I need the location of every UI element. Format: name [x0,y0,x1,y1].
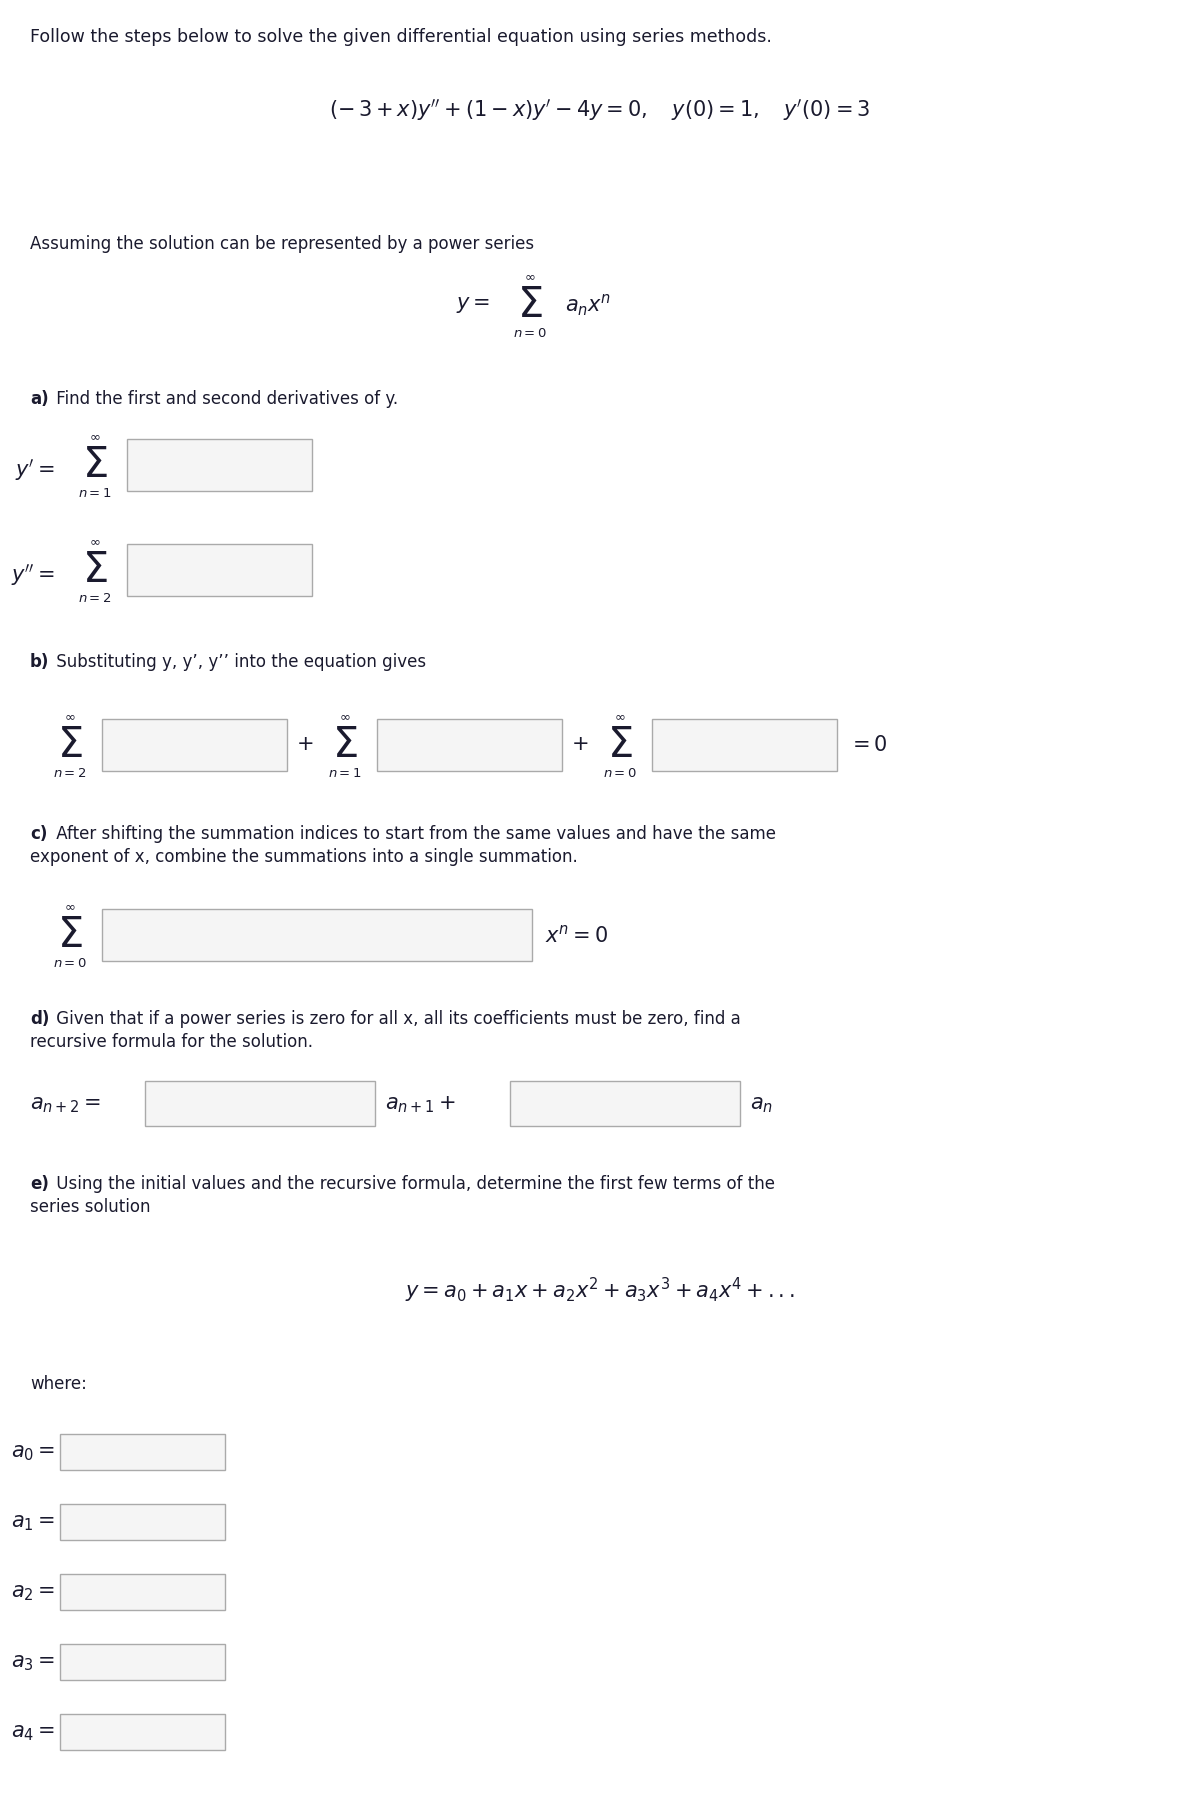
Text: Assuming the solution can be represented by a power series: Assuming the solution can be represented… [30,235,534,253]
Text: $y = $: $y = $ [456,295,490,314]
Text: $\infty$: $\infty$ [524,269,535,284]
FancyBboxPatch shape [60,1435,226,1471]
Text: where:: where: [30,1375,86,1391]
Text: $\infty$: $\infty$ [65,900,76,913]
FancyBboxPatch shape [60,1503,226,1540]
Text: $= 0$: $= 0$ [848,735,888,755]
FancyBboxPatch shape [652,719,838,772]
Text: $\Sigma$: $\Sigma$ [332,723,358,766]
Text: $a_n x^n$: $a_n x^n$ [565,293,611,318]
Text: $(-\,3+x)y^{\prime\prime} + (1-x)y^{\prime} - 4y = 0,$$\quad y(0) = 1, \quad y^{: $(-\,3+x)y^{\prime\prime} + (1-x)y^{\pri… [329,98,871,123]
Text: exponent of x, combine the summations into a single summation.: exponent of x, combine the summations in… [30,847,577,866]
Text: $a_1 = $: $a_1 = $ [11,1512,55,1532]
Text: $\infty$: $\infty$ [614,710,625,723]
Text: Substituting y, y’, y’’ into the equation gives: Substituting y, y’, y’’ into the equatio… [50,652,426,670]
Text: $\infty$: $\infty$ [340,710,350,723]
Text: $\infty$: $\infty$ [65,710,76,723]
FancyBboxPatch shape [60,1574,226,1610]
Text: $+$: $+$ [296,735,313,754]
Text: $y = a_0 + a_1 x + a_2 x^2 + a_3 x^3 + a_4 x^4 + ...$: $y = a_0 + a_1 x + a_2 x^2 + a_3 x^3 + a… [406,1274,794,1305]
Text: $\Sigma$: $\Sigma$ [58,914,83,956]
Text: recursive formula for the solution.: recursive formula for the solution. [30,1032,313,1050]
FancyBboxPatch shape [60,1644,226,1681]
Text: After shifting the summation indices to start from the same values and have the : After shifting the summation indices to … [50,824,776,842]
Text: $a_4 = $: $a_4 = $ [11,1722,55,1742]
Text: $n=2$: $n=2$ [53,766,86,779]
Text: $a_n$: $a_n$ [750,1095,773,1115]
Text: a): a) [30,390,49,408]
Text: $n=0$: $n=0$ [512,327,547,340]
Text: $\Sigma$: $\Sigma$ [82,549,108,591]
Text: $n=0$: $n=0$ [602,766,637,779]
Text: $y'' = $: $y'' = $ [11,562,55,587]
Text: Using the initial values and the recursive formula, determine the first few term: Using the initial values and the recursi… [50,1175,775,1193]
FancyBboxPatch shape [60,1715,226,1749]
FancyBboxPatch shape [102,909,532,961]
Text: $a_{n+1} +$: $a_{n+1} +$ [385,1093,456,1115]
Text: $a_{n+2} = $: $a_{n+2} = $ [30,1095,101,1115]
Text: $\Sigma$: $\Sigma$ [82,445,108,486]
Text: $x^n = 0$: $x^n = 0$ [545,923,608,945]
Text: $n=1$: $n=1$ [328,766,362,779]
FancyBboxPatch shape [510,1081,740,1126]
Text: $n=2$: $n=2$ [78,591,112,605]
Text: $\infty$: $\infty$ [89,535,101,548]
FancyBboxPatch shape [127,544,312,596]
Text: $a_3 = $: $a_3 = $ [11,1652,55,1671]
FancyBboxPatch shape [145,1081,374,1126]
Text: $\Sigma$: $\Sigma$ [607,723,632,766]
Text: $+$: $+$ [571,735,589,754]
Text: d): d) [30,1010,49,1028]
Text: series solution: series solution [30,1198,150,1216]
Text: $a_0 = $: $a_0 = $ [11,1442,55,1462]
Text: $a_2 = $: $a_2 = $ [11,1583,55,1603]
Text: Given that if a power series is zero for all x, all its coefficients must be zer: Given that if a power series is zero for… [50,1010,740,1028]
Text: $\Sigma$: $\Sigma$ [517,284,542,325]
Text: $\Sigma$: $\Sigma$ [58,723,83,766]
Text: c): c) [30,824,47,842]
Text: b): b) [30,652,49,670]
Text: Follow the steps below to solve the given differential equation using series met: Follow the steps below to solve the give… [30,27,772,45]
FancyBboxPatch shape [127,439,312,492]
Text: $\infty$: $\infty$ [89,430,101,443]
Text: Find the first and second derivatives of y.: Find the first and second derivatives of… [50,390,398,408]
Text: $n=1$: $n=1$ [78,486,112,501]
Text: $y' = $: $y' = $ [16,457,55,482]
FancyBboxPatch shape [377,719,562,772]
Text: e): e) [30,1175,49,1193]
FancyBboxPatch shape [102,719,287,772]
Text: $n=0$: $n=0$ [53,956,88,970]
